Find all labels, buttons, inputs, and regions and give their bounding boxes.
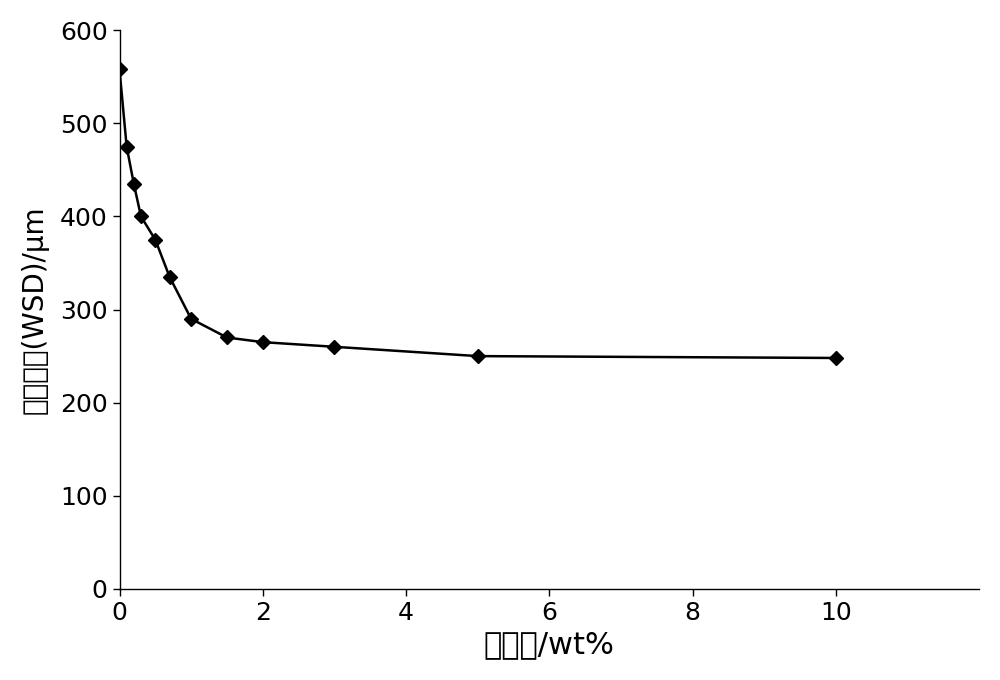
X-axis label: 添加量/wt%: 添加量/wt% xyxy=(484,630,615,659)
Y-axis label: 磨班直径(WSD)/μm: 磨班直径(WSD)/μm xyxy=(21,205,49,414)
